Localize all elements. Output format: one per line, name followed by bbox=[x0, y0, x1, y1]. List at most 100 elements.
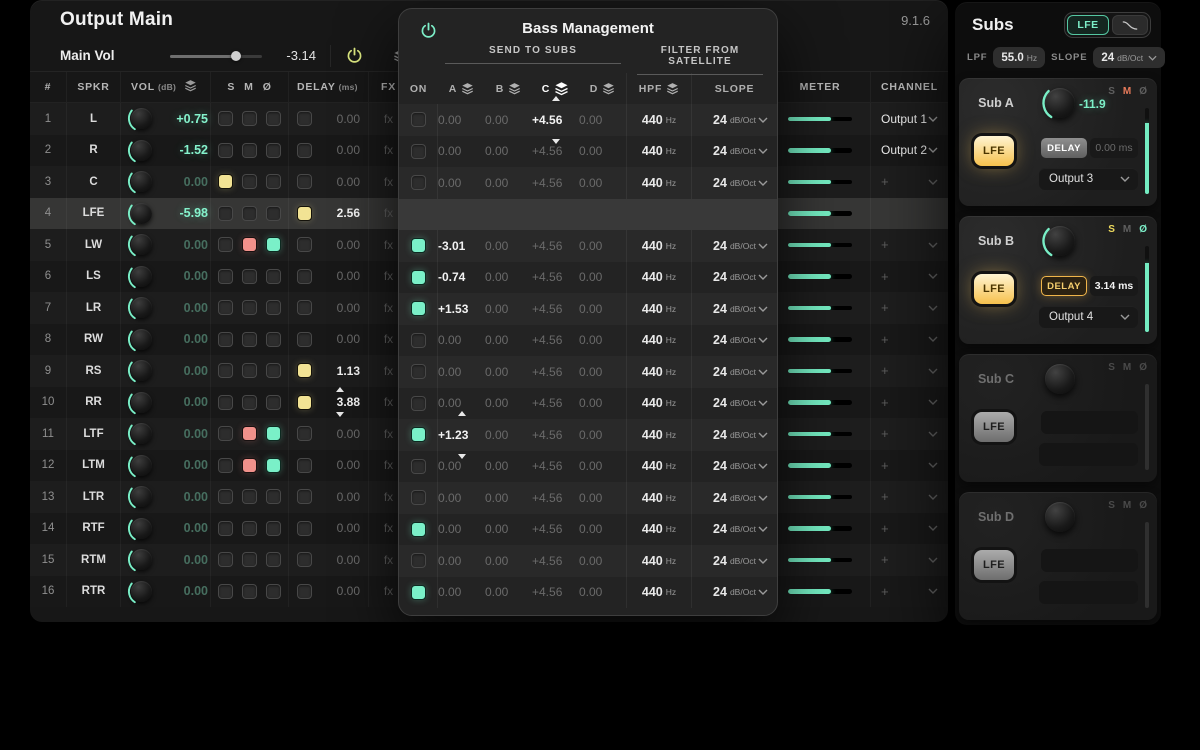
slope-select[interactable]: 24 dB/Oct bbox=[691, 324, 777, 356]
mute-checkbox[interactable] bbox=[242, 331, 257, 347]
slider-thumb[interactable] bbox=[231, 50, 242, 61]
sub-output-select[interactable]: Output 3 bbox=[1039, 168, 1138, 190]
col-header-hpf[interactable]: HPF bbox=[626, 73, 691, 104]
slope-select[interactable]: 24 dB/Oct bbox=[691, 419, 777, 451]
volume-value[interactable]: 0.00 bbox=[183, 552, 208, 567]
channel-select[interactable]: + bbox=[881, 521, 938, 536]
send-level-c[interactable]: +4.56 bbox=[532, 270, 563, 285]
col-header-sub-a[interactable]: A bbox=[438, 73, 485, 104]
fx-button[interactable]: fx bbox=[368, 103, 408, 135]
volume-knob[interactable] bbox=[127, 294, 156, 322]
delay-value[interactable]: 0.00 bbox=[336, 269, 360, 284]
fx-button[interactable]: fx bbox=[368, 544, 408, 576]
volume-value[interactable]: -5.98 bbox=[179, 206, 209, 221]
phase-checkbox[interactable] bbox=[266, 363, 281, 379]
send-level-d[interactable]: 0.00 bbox=[579, 522, 603, 537]
channel-select[interactable]: + bbox=[881, 174, 938, 189]
delay-value[interactable]: 0.00 bbox=[336, 521, 360, 536]
send-level-b[interactable]: 0.00 bbox=[485, 238, 509, 253]
send-level-d[interactable]: 0.00 bbox=[579, 112, 603, 127]
fx-button[interactable]: fx bbox=[368, 449, 408, 481]
send-level-d[interactable]: 0.00 bbox=[579, 459, 603, 474]
hpf-value-field[interactable]: 440 Hz bbox=[626, 450, 691, 482]
stepper-down-icon[interactable] bbox=[336, 412, 344, 418]
send-level-d[interactable]: 0.00 bbox=[579, 585, 603, 600]
solo-checkbox[interactable] bbox=[218, 174, 233, 190]
bass-on-checkbox[interactable] bbox=[410, 427, 426, 443]
hpf-value-field[interactable]: 440 Hz bbox=[626, 261, 691, 293]
slope-select[interactable]: 24 dB/Oct bbox=[691, 356, 777, 388]
channel-select[interactable]: Output 2 bbox=[881, 143, 938, 157]
mute-checkbox[interactable] bbox=[242, 583, 257, 599]
mute-checkbox[interactable] bbox=[242, 111, 257, 127]
sub-gain-knob[interactable] bbox=[1045, 502, 1075, 532]
solo-checkbox[interactable] bbox=[218, 583, 233, 599]
bass-on-checkbox[interactable] bbox=[410, 521, 426, 537]
sub-phase-button[interactable]: Ø bbox=[1139, 224, 1147, 235]
mute-checkbox[interactable] bbox=[242, 300, 257, 316]
send-level-a[interactable]: 0.00 bbox=[438, 459, 462, 474]
fx-button[interactable]: fx bbox=[368, 481, 408, 513]
fx-button[interactable]: fx bbox=[368, 229, 408, 261]
channel-select[interactable]: + bbox=[881, 458, 938, 473]
bass-on-checkbox[interactable] bbox=[410, 458, 426, 474]
delay-enable-checkbox[interactable] bbox=[297, 426, 312, 442]
send-level-a[interactable]: 0.00 bbox=[438, 364, 462, 379]
solo-checkbox[interactable] bbox=[218, 457, 233, 473]
send-level-d[interactable]: 0.00 bbox=[579, 175, 603, 190]
delay-enable-checkbox[interactable] bbox=[297, 174, 312, 190]
solo-checkbox[interactable] bbox=[218, 394, 233, 410]
send-level-b[interactable]: 0.00 bbox=[485, 175, 509, 190]
volume-value[interactable]: 0.00 bbox=[183, 237, 208, 252]
solo-checkbox[interactable] bbox=[218, 142, 233, 158]
volume-knob[interactable] bbox=[127, 231, 156, 259]
hpf-value-field[interactable]: 440 Hz bbox=[626, 104, 691, 136]
volume-value[interactable]: 0.00 bbox=[183, 521, 208, 536]
slope-select[interactable]: 24 dB/Oct bbox=[1093, 47, 1166, 68]
volume-value[interactable]: 0.00 bbox=[183, 174, 208, 189]
phase-checkbox[interactable] bbox=[266, 489, 281, 505]
vol-layers-header-button[interactable] bbox=[184, 79, 197, 95]
fx-button[interactable]: fx bbox=[368, 166, 408, 198]
lpf-value-field[interactable]: 55.0 Hz bbox=[993, 47, 1046, 68]
sub-lfe-button[interactable]: LFE bbox=[974, 412, 1014, 442]
hpf-value-field[interactable]: 440 Hz bbox=[626, 293, 691, 325]
send-level-b[interactable]: 0.00 bbox=[485, 396, 509, 411]
mute-checkbox[interactable] bbox=[242, 237, 257, 253]
col-header-sub-d[interactable]: D bbox=[579, 73, 626, 104]
send-level-b[interactable]: 0.00 bbox=[485, 112, 509, 127]
sub-lfe-button[interactable]: LFE bbox=[974, 136, 1014, 166]
bass-on-checkbox[interactable] bbox=[410, 143, 426, 159]
send-level-c[interactable]: +4.56 bbox=[532, 553, 563, 568]
lfe-mode-toggle[interactable]: LFE bbox=[1064, 12, 1151, 38]
volume-knob[interactable] bbox=[127, 388, 156, 416]
send-level-d[interactable]: 0.00 bbox=[579, 301, 603, 316]
mute-checkbox[interactable] bbox=[242, 174, 257, 190]
volume-knob[interactable] bbox=[127, 451, 156, 479]
send-level-c[interactable]: +4.56 bbox=[532, 301, 563, 316]
fx-button[interactable]: fx bbox=[368, 260, 408, 292]
delay-enable-checkbox[interactable] bbox=[297, 237, 312, 253]
send-level-b[interactable]: 0.00 bbox=[485, 427, 509, 442]
send-level-b[interactable]: 0.00 bbox=[485, 144, 509, 159]
send-level-c[interactable]: +4.56 bbox=[532, 459, 563, 474]
channel-select[interactable]: + bbox=[881, 584, 938, 599]
sub-lfe-button[interactable]: LFE bbox=[974, 550, 1014, 580]
stepper-up-icon[interactable] bbox=[336, 387, 344, 393]
sub-delay-value[interactable]: 3.14 ms bbox=[1090, 276, 1138, 296]
main-vol-value[interactable]: -3.14 bbox=[286, 48, 316, 63]
master-power-button[interactable] bbox=[331, 43, 377, 69]
sub-delay-button[interactable]: DELAY bbox=[1041, 138, 1087, 158]
send-level-d[interactable]: 0.00 bbox=[579, 270, 603, 285]
send-level-c[interactable]: +4.56 bbox=[532, 522, 563, 537]
sub-solo-button[interactable]: S bbox=[1108, 362, 1115, 373]
send-level-d[interactable]: 0.00 bbox=[579, 396, 603, 411]
volume-knob[interactable] bbox=[127, 420, 156, 448]
send-level-a[interactable]: 0.00 bbox=[438, 144, 462, 159]
mute-checkbox[interactable] bbox=[242, 520, 257, 536]
delay-value[interactable]: 0.00 bbox=[336, 143, 360, 158]
volume-value[interactable]: 0.00 bbox=[183, 363, 208, 378]
bass-on-checkbox[interactable] bbox=[410, 175, 426, 191]
volume-knob[interactable] bbox=[127, 168, 156, 196]
sub-phase-button[interactable]: Ø bbox=[1139, 362, 1147, 373]
